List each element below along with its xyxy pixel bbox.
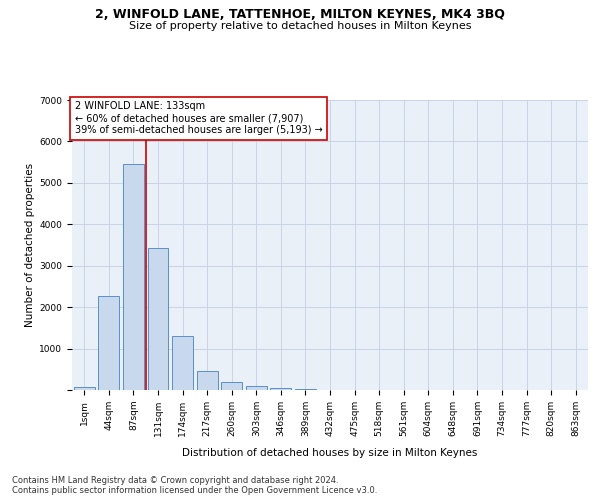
Text: 2 WINFOLD LANE: 133sqm
← 60% of detached houses are smaller (7,907)
39% of semi-: 2 WINFOLD LANE: 133sqm ← 60% of detached… xyxy=(74,102,322,134)
Bar xyxy=(148,248,169,390)
Bar xyxy=(123,164,144,390)
Text: Contains HM Land Registry data © Crown copyright and database right 2024.: Contains HM Land Registry data © Crown c… xyxy=(12,476,338,485)
Text: Size of property relative to detached houses in Milton Keynes: Size of property relative to detached ho… xyxy=(129,21,471,31)
Bar xyxy=(197,370,218,390)
Text: Distribution of detached houses by size in Milton Keynes: Distribution of detached houses by size … xyxy=(182,448,478,458)
Text: 2, WINFOLD LANE, TATTENHOE, MILTON KEYNES, MK4 3BQ: 2, WINFOLD LANE, TATTENHOE, MILTON KEYNE… xyxy=(95,8,505,20)
Bar xyxy=(295,389,316,390)
Bar xyxy=(98,296,119,390)
Text: Contains public sector information licensed under the Open Government Licence v3: Contains public sector information licen… xyxy=(12,486,377,495)
Bar xyxy=(74,386,95,390)
Bar xyxy=(172,336,193,390)
Bar xyxy=(246,386,267,390)
Y-axis label: Number of detached properties: Number of detached properties xyxy=(25,163,35,327)
Bar xyxy=(271,388,292,390)
Bar xyxy=(221,382,242,390)
